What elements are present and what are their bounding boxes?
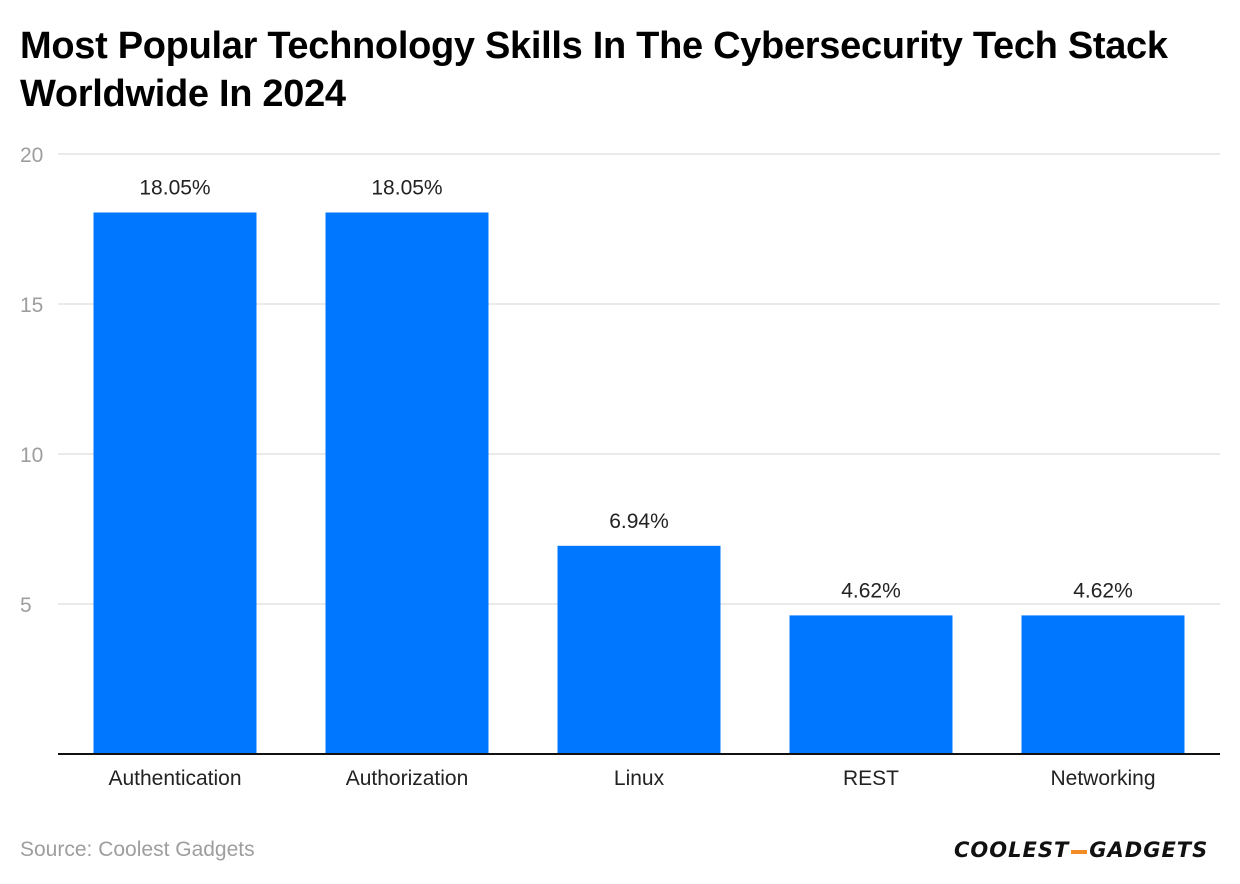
category-labels: Authentication Authorization Linux REST Netw… — [108, 767, 1155, 790]
x-tick-label-rest: REST — [843, 767, 899, 790]
bar-linux — [557, 545, 721, 754]
y-tick-label-5: 5 — [20, 594, 32, 617]
y-tick-label-20: 20 — [20, 144, 43, 167]
y-tick-label-15: 15 — [20, 294, 43, 317]
data-labels: 18.05% 18.05% 6.94% 4.62% 4.62% — [139, 177, 1132, 603]
data-label-linux: 6.94% — [609, 510, 669, 533]
source-text: Source: Coolest Gadgets — [20, 838, 255, 861]
logo-dash — [1071, 850, 1088, 854]
x-tick-label-authentication: Authentication — [108, 767, 241, 790]
chart-title: Most Popular Technology Skills In The Cy… — [20, 25, 1168, 115]
data-label-authorization: 18.05% — [371, 177, 442, 200]
data-label-networking: 4.62% — [1073, 579, 1133, 602]
data-label-authentication: 18.05% — [139, 177, 210, 200]
coolest-gadgets-logo: COOLEST GADGETS — [954, 832, 1216, 868]
x-tick-label-networking: Networking — [1050, 767, 1155, 790]
y-axis-ticks: 5 10 15 20 — [20, 144, 43, 617]
bar-networking — [1021, 615, 1185, 754]
y-tick-label-10: 10 — [20, 444, 43, 467]
data-label-rest: 4.62% — [841, 579, 901, 602]
logo-text-coolest: COOLEST — [954, 838, 1070, 862]
x-tick-label-authorization: Authorization — [346, 767, 469, 790]
bars — [93, 212, 1185, 754]
bar-authentication — [93, 212, 257, 754]
x-tick-label-linux: Linux — [614, 767, 665, 790]
bar-rest — [789, 615, 953, 754]
bar-authorization — [325, 212, 489, 754]
logo-text-gadgets: GADGETS — [1089, 838, 1209, 862]
